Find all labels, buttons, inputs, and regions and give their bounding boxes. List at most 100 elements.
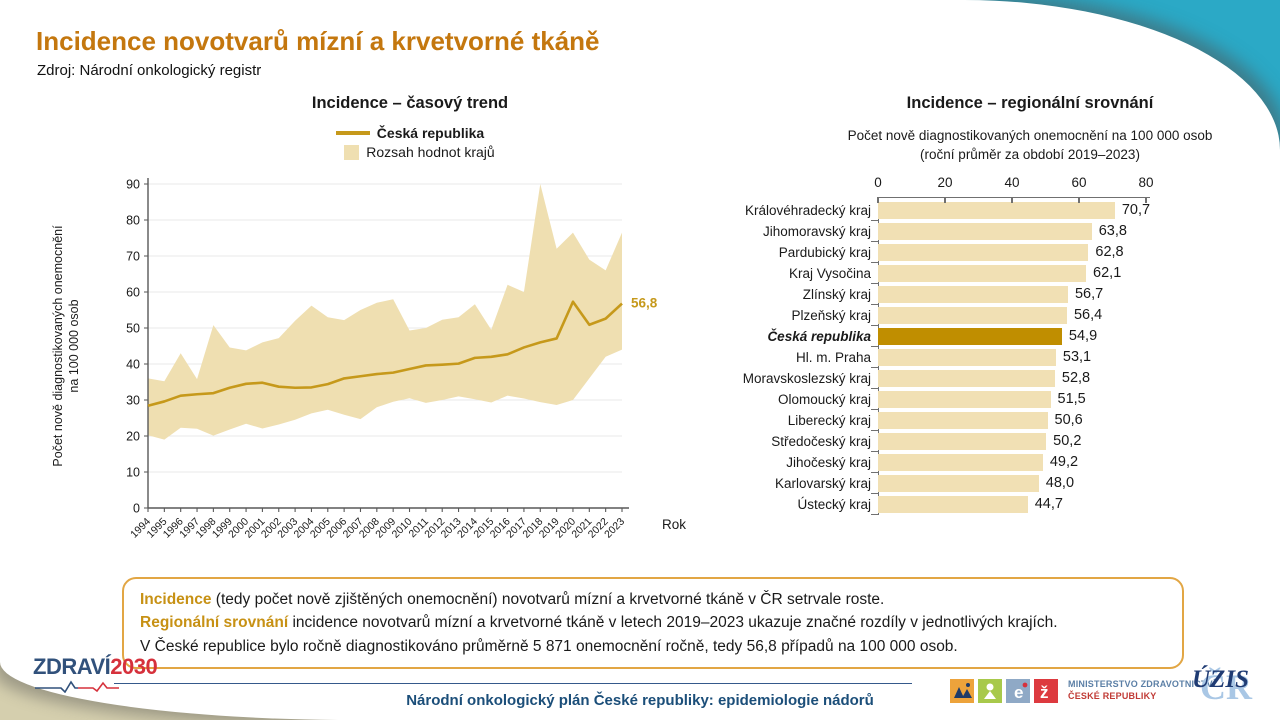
bar-row: Česká republika 54,9	[730, 326, 1235, 347]
legend-item-line: Česká republika	[335, 125, 485, 141]
footer-divider	[114, 683, 912, 684]
bar-row: Středočeský kraj 50,2	[730, 431, 1235, 452]
summary-note-lines: Incidence (tedy počet nově zjištěných on…	[140, 588, 1166, 658]
bar-track: 56,4	[878, 306, 1235, 324]
trend-chart-legend: Česká republika Rozsah hodnot krajů	[120, 125, 700, 160]
bar-category-label: Ústecký kraj	[797, 496, 871, 512]
legend-label: Rozsah hodnot krajů	[366, 144, 495, 160]
svg-text:e: e	[1014, 683, 1023, 702]
bar	[878, 306, 1067, 324]
legend-item-band: Rozsah hodnot krajů	[325, 144, 495, 160]
bar-track: 44,7	[878, 495, 1235, 513]
bar	[878, 390, 1051, 408]
bar-track: 50,2	[878, 432, 1235, 450]
x-axis-line	[878, 196, 1150, 198]
trend-chart: 0102030405060708090199419951996199719981…	[51, 178, 686, 541]
bar	[878, 432, 1047, 450]
x-axis-tick	[1078, 196, 1080, 203]
bar-category-label: Jihočeský kraj	[786, 454, 871, 470]
bar-track: 53,1	[878, 348, 1235, 366]
bar-track: 48,0	[878, 474, 1235, 492]
regional-chart-title: Incidence – regionální srovnání	[906, 94, 1154, 112]
bar-category-label: Olomoucký kraj	[777, 391, 871, 407]
cr-line-series	[147, 300, 623, 408]
note-line: Incidence (tedy počet nově zjištěných on…	[140, 591, 885, 608]
bar-category-label: Královéhradecký kraj	[744, 202, 871, 218]
bar	[878, 243, 1089, 261]
x-axis-tick-label: 0	[874, 174, 882, 190]
bar-row: Moravskoslezský kraj 52,8	[730, 368, 1235, 389]
x-axis-tick-label: 60	[1071, 174, 1087, 190]
bar	[878, 411, 1048, 429]
y-axis-title: Počet nově diagnostikovaných onemocnění n…	[51, 225, 81, 467]
x-axis-tick-label: 40	[1004, 174, 1020, 190]
note-line: Regionální srovnání incidence novotvarů …	[140, 614, 1058, 632]
bar-track: 52,8	[878, 369, 1235, 387]
trend-chart-title: Incidence – časový trend	[311, 94, 509, 112]
end-value-label: 56,8	[631, 296, 658, 311]
bar-value-label: 49,2	[1049, 454, 1079, 471]
bar-category-label: Zlínský kraj	[802, 286, 871, 302]
bar-category-label: Hl. m. Praha	[795, 349, 871, 365]
zdravi2030-logo: ZDRAVÍ2030	[33, 654, 158, 698]
bar	[878, 348, 1056, 366]
bar	[878, 327, 1062, 345]
legend-label: Česká republika	[376, 125, 485, 141]
y-tick-label: 0	[133, 502, 140, 516]
y-tick-label: 60	[126, 286, 140, 300]
bar-category-label: Liberecký kraj	[787, 412, 871, 428]
note-lead-text: Regionální srovnání	[140, 614, 289, 632]
bar-value-label: 56,7	[1074, 286, 1104, 303]
bar	[878, 201, 1115, 219]
bar	[878, 264, 1087, 282]
bar-track: 62,1	[878, 264, 1235, 282]
ministry-name-line1: MINISTERSTVO ZDRAVOTNICTVÍ	[1068, 679, 1216, 690]
bar-track: 49,2	[878, 453, 1235, 471]
bar	[878, 474, 1039, 492]
bar-row: Hl. m. Praha 53,1	[730, 347, 1235, 368]
bar	[878, 453, 1043, 471]
line-series-icon	[335, 131, 370, 135]
bar-value-label: 70,7	[1121, 202, 1151, 219]
bar	[878, 495, 1028, 513]
bar-category-label: Karlovarský kraj	[774, 475, 871, 491]
y-tick-label: 80	[126, 214, 140, 228]
x-axis-tick	[1145, 196, 1147, 203]
x-axis-tick	[877, 196, 879, 203]
uzis-logo-background-text: ČR	[1200, 667, 1252, 707]
bar-row: Zlínský kraj 56,7	[730, 284, 1235, 305]
x-axis-title: Rok	[662, 517, 686, 532]
bar-category-label: Pardubický kraj	[778, 244, 871, 260]
bar-row: Kraj Vysočina 62,1	[730, 263, 1235, 284]
bar-row: Olomoucký kraj 51,5	[730, 389, 1235, 410]
bar-track: 50,6	[878, 411, 1235, 429]
heartbeat-icon	[35, 680, 119, 694]
bar-category-label: Moravskoslezský kraj	[742, 370, 871, 386]
uzis-logo-text: ÚZIS	[1192, 666, 1249, 693]
bar-row: Ústecký kraj 44,7	[730, 494, 1235, 515]
bar-value-label: 53,1	[1062, 349, 1092, 366]
bar-row: Liberecký kraj 50,6	[730, 410, 1235, 431]
ministry-of-health-logo: e ž MINISTERSTVO ZDRAVOTNICTVÍ ČESKÉ REP…	[950, 678, 1216, 704]
footer-banner-text: Národní onkologický plán České republiky…	[406, 692, 874, 709]
x-axis-tick-label: 80	[1138, 174, 1154, 190]
bar-category-label: Jihomoravský kraj	[762, 223, 871, 239]
bar-chart-x-axis: 0 20 40 60 80	[874, 174, 1153, 195]
bar-track: 51,5	[878, 390, 1235, 408]
zdravi2030-logo-text: ZDRAVÍ2030	[33, 654, 158, 680]
summary-note-box: Incidence (tedy počet nově zjištěných on…	[122, 577, 1184, 669]
bar-category-label: Česká republika	[767, 328, 871, 344]
y-tick-label: 20	[126, 430, 140, 444]
bar-row: Jihočeský kraj 49,2	[730, 452, 1235, 473]
y-tick-label: 40	[126, 358, 140, 372]
bar-value-label: 51,5	[1057, 391, 1086, 408]
y-tick-label: 90	[126, 178, 140, 192]
bar-value-label: 44,7	[1034, 496, 1063, 513]
data-source-label: Zdroj: Národní onkologický registr	[37, 62, 262, 79]
bar-track: 56,7	[878, 285, 1235, 303]
zdravi-logo-part2: 2030	[110, 654, 158, 679]
bar-row: Královéhradecký kraj 70,7	[730, 200, 1235, 221]
bar-value-label: 48,0	[1045, 475, 1075, 492]
bar-value-label: 62,1	[1093, 265, 1122, 282]
